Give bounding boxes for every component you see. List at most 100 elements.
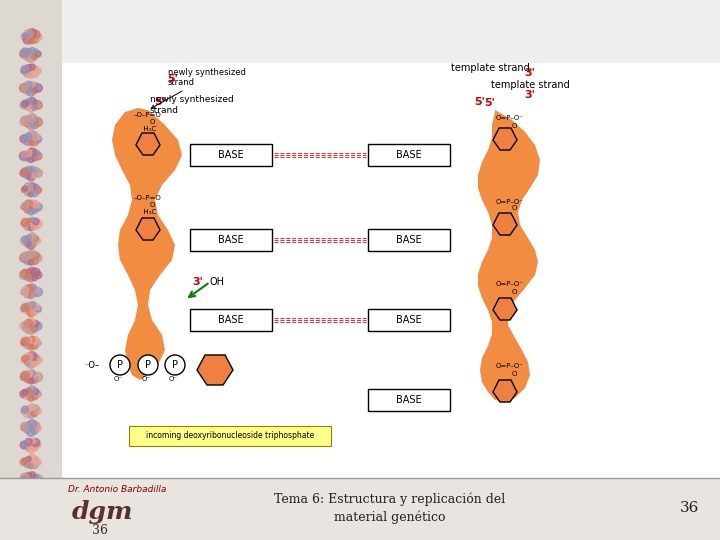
Circle shape xyxy=(24,512,31,519)
FancyBboxPatch shape xyxy=(368,144,450,166)
Text: BASE: BASE xyxy=(218,315,244,325)
Text: incoming deoxyribonucleoside triphosphate: incoming deoxyribonucleoside triphosphat… xyxy=(146,431,314,441)
Text: 36: 36 xyxy=(680,501,700,515)
Circle shape xyxy=(35,203,42,211)
Circle shape xyxy=(27,496,35,504)
Circle shape xyxy=(24,251,32,259)
Text: O⁻: O⁻ xyxy=(141,376,150,382)
Circle shape xyxy=(23,494,32,503)
Circle shape xyxy=(31,36,38,43)
Circle shape xyxy=(21,68,27,74)
Circle shape xyxy=(25,150,32,156)
Circle shape xyxy=(21,219,29,226)
Circle shape xyxy=(31,512,38,519)
Circle shape xyxy=(35,51,41,57)
Circle shape xyxy=(21,34,27,40)
Circle shape xyxy=(19,152,28,160)
Circle shape xyxy=(32,268,40,277)
Circle shape xyxy=(21,269,30,278)
Circle shape xyxy=(27,326,35,334)
Polygon shape xyxy=(493,213,517,235)
Circle shape xyxy=(35,186,42,193)
Polygon shape xyxy=(478,110,540,402)
Circle shape xyxy=(22,406,28,413)
Circle shape xyxy=(20,458,27,465)
Circle shape xyxy=(33,236,39,241)
Circle shape xyxy=(28,157,34,163)
Circle shape xyxy=(24,190,30,195)
Circle shape xyxy=(29,489,36,496)
Circle shape xyxy=(24,285,33,293)
Circle shape xyxy=(34,169,42,177)
Circle shape xyxy=(33,474,38,479)
Text: 5': 5' xyxy=(485,98,495,108)
Circle shape xyxy=(34,373,42,381)
Text: 3': 3' xyxy=(192,277,204,287)
Circle shape xyxy=(32,320,39,327)
Circle shape xyxy=(34,288,42,296)
Circle shape xyxy=(26,269,32,275)
Circle shape xyxy=(22,322,28,327)
Circle shape xyxy=(32,354,39,361)
Circle shape xyxy=(28,386,36,394)
Circle shape xyxy=(20,322,27,330)
Text: Dr. Antonio Barbadilla: Dr. Antonio Barbadilla xyxy=(68,485,166,495)
Text: 5': 5' xyxy=(167,74,178,84)
Circle shape xyxy=(20,390,27,398)
Circle shape xyxy=(21,289,27,295)
Circle shape xyxy=(35,510,41,516)
Circle shape xyxy=(25,302,32,309)
Circle shape xyxy=(22,151,28,158)
Circle shape xyxy=(31,359,38,366)
Circle shape xyxy=(29,319,36,326)
Circle shape xyxy=(31,342,38,349)
Circle shape xyxy=(28,191,34,197)
Circle shape xyxy=(33,457,39,462)
Circle shape xyxy=(29,515,34,519)
Polygon shape xyxy=(136,133,160,155)
Polygon shape xyxy=(112,108,182,380)
Text: BASE: BASE xyxy=(396,315,422,325)
Circle shape xyxy=(24,370,32,378)
Circle shape xyxy=(19,50,28,58)
Circle shape xyxy=(20,238,27,245)
Circle shape xyxy=(28,38,34,44)
Circle shape xyxy=(24,70,31,77)
Circle shape xyxy=(32,241,37,246)
Circle shape xyxy=(22,491,28,497)
Circle shape xyxy=(24,52,31,60)
Circle shape xyxy=(32,410,38,417)
Circle shape xyxy=(27,123,35,130)
Circle shape xyxy=(24,138,31,145)
Circle shape xyxy=(24,156,30,161)
Circle shape xyxy=(25,133,32,139)
Circle shape xyxy=(21,473,30,482)
Circle shape xyxy=(21,187,27,193)
Circle shape xyxy=(24,122,30,127)
Bar xyxy=(62,63,720,478)
Circle shape xyxy=(24,206,31,213)
Text: 5': 5' xyxy=(155,97,166,107)
Circle shape xyxy=(26,235,32,241)
Circle shape xyxy=(21,507,30,516)
Circle shape xyxy=(22,441,27,446)
Circle shape xyxy=(27,88,35,96)
Circle shape xyxy=(28,114,37,123)
Circle shape xyxy=(24,274,30,281)
Polygon shape xyxy=(197,355,233,385)
Circle shape xyxy=(33,372,38,377)
Circle shape xyxy=(26,218,31,224)
Circle shape xyxy=(31,308,38,315)
Circle shape xyxy=(25,82,32,89)
Circle shape xyxy=(29,302,35,308)
Circle shape xyxy=(32,87,37,93)
Circle shape xyxy=(31,427,38,434)
Circle shape xyxy=(21,252,30,261)
Circle shape xyxy=(24,105,30,110)
Circle shape xyxy=(28,284,36,292)
Circle shape xyxy=(24,353,33,361)
Circle shape xyxy=(21,340,27,346)
Circle shape xyxy=(19,271,28,280)
Circle shape xyxy=(25,422,32,428)
Circle shape xyxy=(26,49,31,53)
